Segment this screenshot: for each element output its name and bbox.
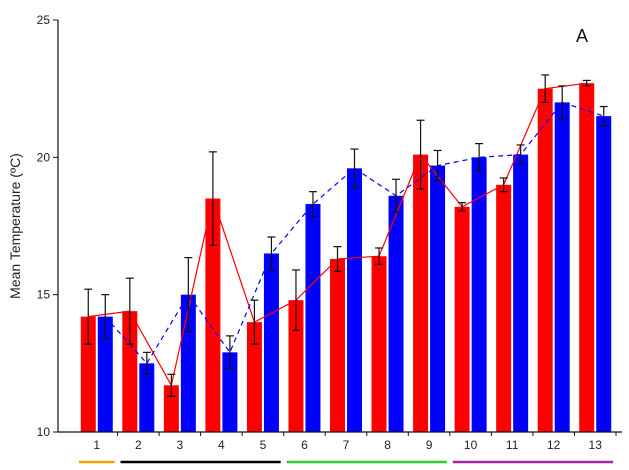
error-bar-series1-cat-1: [84, 288, 93, 345]
bar-series2-cat-12: [554, 102, 570, 433]
error-bar-series2-cat-4: [225, 335, 234, 370]
bar-series1-cat-4: [205, 198, 221, 432]
x-tick-label-4: 4: [218, 438, 225, 452]
error-bar-series2-cat-2: [142, 351, 151, 375]
error-bar-series2-cat-11: [516, 144, 525, 165]
y-tick-label-25: 25: [37, 13, 51, 27]
bar-series2-cat-4: [222, 352, 238, 432]
x-tick-label-1: 1: [93, 438, 100, 452]
bar-series2-cat-1: [97, 316, 113, 432]
error-bar-series2-cat-8: [392, 178, 401, 213]
panel-label: A: [576, 26, 588, 46]
bar-series1-cat-2: [122, 311, 138, 432]
y-tick-label-15: 15: [37, 288, 51, 302]
error-bar-series1-cat-9: [416, 119, 425, 190]
bar-series2-cat-9: [430, 165, 446, 432]
error-bar-series2-cat-12: [558, 85, 567, 120]
bar-series1-cat-10: [454, 206, 470, 432]
bar-series2-cat-11: [513, 154, 529, 432]
error-bar-series1-cat-7: [333, 246, 342, 272]
x-tick-label-12: 12: [547, 438, 561, 452]
bar-series1-cat-9: [413, 154, 429, 432]
bar-series1-cat-5: [246, 322, 262, 432]
x-tick-label-5: 5: [260, 438, 267, 452]
bar-series2-cat-5: [263, 253, 279, 432]
error-bar-series2-cat-10: [475, 143, 484, 172]
error-bar-series2-cat-7: [350, 148, 359, 189]
error-bar-series1-cat-8: [375, 247, 384, 266]
bar-series2-cat-10: [471, 157, 487, 433]
bar-series2-cat-3: [180, 294, 196, 432]
bar-series2-cat-2: [139, 363, 155, 432]
x-tick-label-9: 9: [426, 438, 433, 452]
error-bar-series2-cat-5: [267, 236, 276, 271]
x-tick-label-7: 7: [343, 438, 350, 452]
x-tick-label-8: 8: [384, 438, 391, 452]
error-bar-series1-cat-3: [167, 373, 176, 397]
y-tick-label-20: 20: [37, 150, 51, 164]
bar-series2-cat-8: [388, 195, 404, 432]
y-tick-label-10: 10: [37, 425, 51, 439]
bar-series1-cat-3: [163, 385, 179, 432]
bar-series1-cat-7: [330, 258, 345, 432]
error-bar-series2-cat-13: [599, 105, 608, 127]
x-tick-label-3: 3: [177, 438, 184, 452]
x-tick-label-2: 2: [135, 438, 142, 452]
error-bar-series1-cat-5: [250, 299, 259, 345]
error-bar-series1-cat-11: [499, 177, 508, 193]
bar-series2-cat-13: [596, 116, 612, 432]
x-tick-labels: 1 2 3 4 5 6 7 8 9 10 11 12 13: [93, 438, 602, 452]
error-bar-series2-cat-1: [101, 294, 110, 340]
error-bar-series1-cat-12: [541, 74, 550, 104]
error-bar-series2-cat-6: [308, 191, 317, 217]
x-tick-label-11: 11: [506, 438, 519, 452]
y-tick-labels: 10 15 20 25: [37, 13, 51, 439]
error-bar-series2-cat-9: [433, 149, 442, 182]
error-bar-series1-cat-10: [458, 202, 467, 212]
error-bar-series1-cat-2: [125, 277, 134, 345]
x-tick-label-13: 13: [589, 438, 603, 452]
bar-series2-cat-7: [347, 168, 362, 432]
error-bar-series1-cat-6: [291, 269, 300, 331]
bars-layer: [80, 83, 612, 433]
bar-series1-cat-11: [496, 184, 512, 432]
bar-series1-cat-12: [537, 88, 553, 433]
x-tick-label-6: 6: [301, 438, 308, 452]
error-bar-series1-cat-4: [208, 151, 217, 246]
bar-series1-cat-1: [80, 316, 96, 432]
error-bar-series1-cat-13: [582, 79, 591, 87]
error-bars-layer: [84, 74, 608, 397]
bar-series1-cat-13: [579, 83, 595, 432]
bar-series1-cat-6: [288, 300, 304, 432]
axes-layer: [53, 19, 622, 436]
x-tick-label-10: 10: [464, 438, 478, 452]
bar-series1-cat-8: [371, 256, 387, 432]
y-axis-label: Mean Temperature (ºC): [7, 153, 23, 299]
bar-series2-cat-6: [305, 204, 321, 432]
error-bar-series2-cat-3: [184, 256, 193, 333]
